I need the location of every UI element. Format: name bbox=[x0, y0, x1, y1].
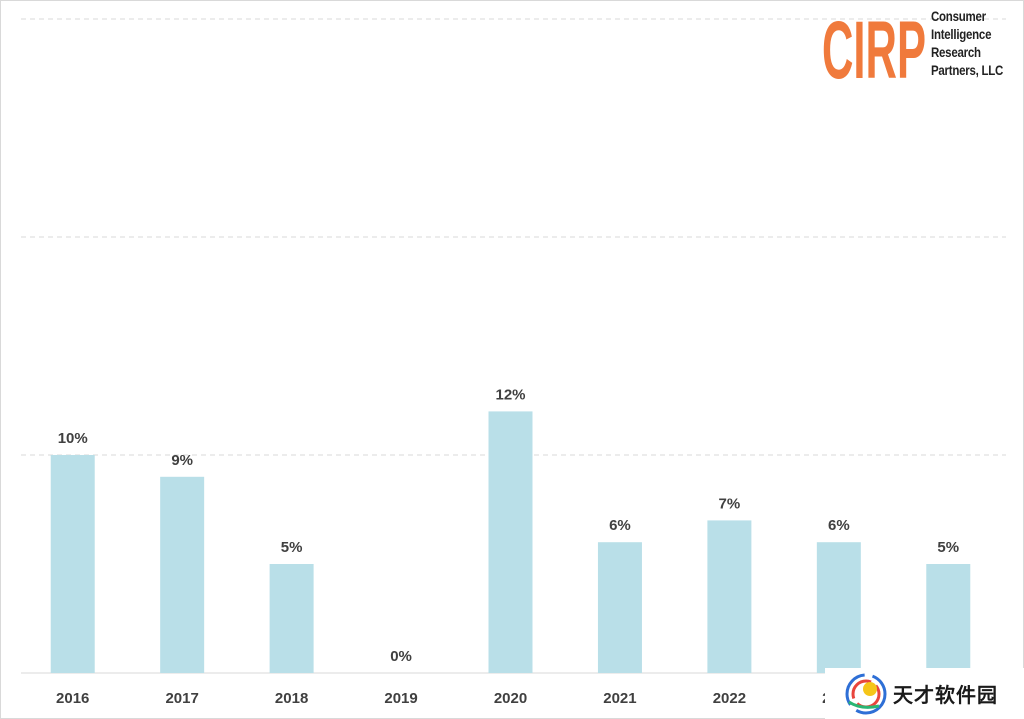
x-tick-label: 2018 bbox=[275, 690, 308, 707]
bar bbox=[488, 411, 533, 673]
bar bbox=[816, 542, 861, 673]
logo-line: Partners, LLC bbox=[931, 62, 1004, 78]
cirp-logo-letters: CIRP bbox=[822, 5, 926, 84]
data-label: 12% bbox=[495, 386, 525, 403]
data-label: 10% bbox=[58, 430, 88, 447]
bar bbox=[926, 564, 971, 673]
bar bbox=[160, 476, 205, 673]
cirp-logo-text: Consumer Intelligence Research Partners,… bbox=[931, 7, 1006, 79]
x-tick-label: 2021 bbox=[603, 690, 636, 707]
x-tick-label: 2020 bbox=[494, 690, 527, 707]
bar bbox=[597, 542, 642, 673]
data-label: 6% bbox=[609, 517, 631, 534]
colorful-globe-icon bbox=[845, 673, 887, 715]
watermark-text: 天才软件园 bbox=[893, 683, 998, 707]
data-label: 6% bbox=[828, 517, 850, 534]
bar bbox=[269, 564, 314, 673]
cirp-logo-mark: CIRP bbox=[822, 5, 926, 84]
bar bbox=[50, 455, 95, 673]
data-label: 5% bbox=[281, 539, 303, 556]
x-tick-label: 2017 bbox=[165, 690, 198, 707]
data-label: 7% bbox=[719, 495, 741, 512]
x-tick-label: 2016 bbox=[56, 690, 89, 707]
logo-line: Intelligence bbox=[931, 26, 992, 42]
x-tick-label: 2019 bbox=[384, 690, 417, 707]
data-label: 0% bbox=[390, 648, 412, 665]
data-label: 5% bbox=[937, 539, 959, 556]
bar bbox=[707, 520, 752, 673]
logo-line: Consumer bbox=[931, 8, 986, 24]
x-tick-label: 2022 bbox=[713, 690, 746, 707]
data-label: 9% bbox=[171, 452, 193, 469]
logo-line: Research bbox=[931, 44, 981, 60]
